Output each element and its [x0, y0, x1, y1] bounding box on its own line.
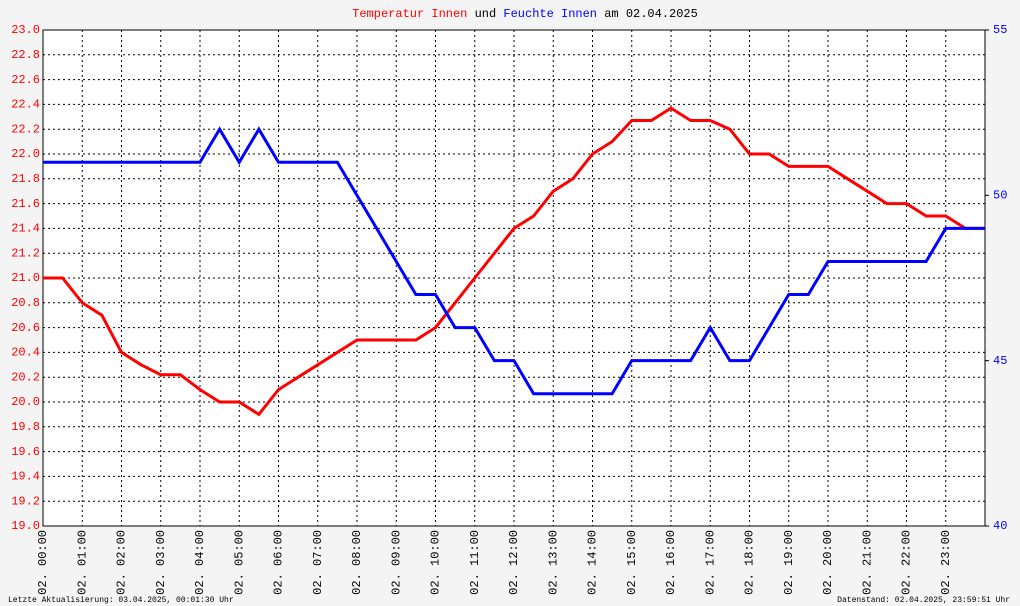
y-tick-label: 22.0: [11, 147, 40, 161]
x-tick-label: 02. 17:00: [703, 530, 717, 595]
x-tick-label: 02. 18:00: [743, 530, 757, 595]
y-tick-label: 19.8: [11, 420, 40, 434]
x-tick-label: 02. 23:00: [939, 530, 953, 595]
y-tick-label: 22.6: [11, 73, 40, 87]
y-tick-label: 22.4: [11, 98, 40, 112]
x-tick-label: 02. 14:00: [586, 530, 600, 595]
chart-title: Temperatur Innen und Feuchte Innen am 02…: [352, 7, 698, 21]
x-tick-label: 02. 09:00: [389, 530, 403, 595]
x-tick-label: 02. 00:00: [36, 530, 50, 595]
y2-tick-label: 50: [993, 189, 1007, 203]
title-part: und: [475, 7, 497, 21]
data-line: [43, 126, 985, 396]
x-tick-label: 02. 05:00: [232, 530, 246, 595]
x-tick-label: 02. 12:00: [507, 530, 521, 595]
y-tick-label: 20.6: [11, 321, 40, 335]
y-tick-label: 21.4: [11, 222, 40, 236]
x-tick-label: 02. 21:00: [860, 530, 874, 595]
y-tick-label: 21.6: [11, 197, 40, 211]
y-tick-label: 21.2: [11, 246, 40, 260]
title-part: Feuchte Innen: [503, 7, 597, 21]
title-part: Temperatur Innen: [352, 7, 467, 21]
x-tick-label: 02. 08:00: [350, 530, 364, 595]
x-tick-label: 02. 15:00: [625, 530, 639, 595]
data-line: [43, 106, 985, 417]
y-tick-label: 19.6: [11, 445, 40, 459]
x-tick-label: 02. 13:00: [546, 530, 560, 595]
x-tick-label: 02. 10:00: [429, 530, 443, 595]
y-tick-label: 23.0: [11, 23, 40, 37]
title-part: am 02.04.2025: [604, 7, 698, 21]
y-tick-label: 22.8: [11, 48, 40, 62]
y2-tick-label: 55: [993, 23, 1007, 37]
y-tick-label: 21.8: [11, 172, 40, 186]
y-tick-label: 19.0: [11, 519, 40, 533]
x-tick-label: 02. 19:00: [782, 530, 796, 595]
y-tick-label: 20.4: [11, 346, 40, 360]
y-tick-label: 20.0: [11, 395, 40, 409]
y-tick-label: 20.8: [11, 296, 40, 310]
y2-tick-label: 45: [993, 354, 1007, 368]
x-tick-label: 02. 02:00: [115, 530, 129, 595]
y2-tick-label: 40: [993, 519, 1007, 533]
x-tick-label: 02. 22:00: [900, 530, 914, 595]
x-tick-label: 02. 07:00: [311, 530, 325, 595]
x-tick-label: 02. 06:00: [272, 530, 286, 595]
y-tick-label: 20.2: [11, 370, 40, 384]
x-tick-label: 02. 04:00: [193, 530, 207, 595]
y-tick-label: 19.4: [11, 470, 40, 484]
x-tick-label: 02. 01:00: [75, 530, 89, 595]
x-tick-label: 02. 11:00: [468, 530, 482, 595]
footer-right: Datenstand: 02.04.2025, 23:59:51 Uhr: [837, 596, 1010, 605]
footer-left: Letzte Aktualisierung: 03.04.2025, 00:01…: [8, 596, 234, 605]
y-tick-label: 19.2: [11, 494, 40, 508]
x-tick-label: 02. 16:00: [664, 530, 678, 595]
y-tick-label: 21.0: [11, 271, 40, 285]
x-tick-label: 02. 03:00: [154, 530, 168, 595]
y-tick-label: 22.2: [11, 122, 40, 136]
x-tick-label: 02. 20:00: [821, 530, 835, 595]
